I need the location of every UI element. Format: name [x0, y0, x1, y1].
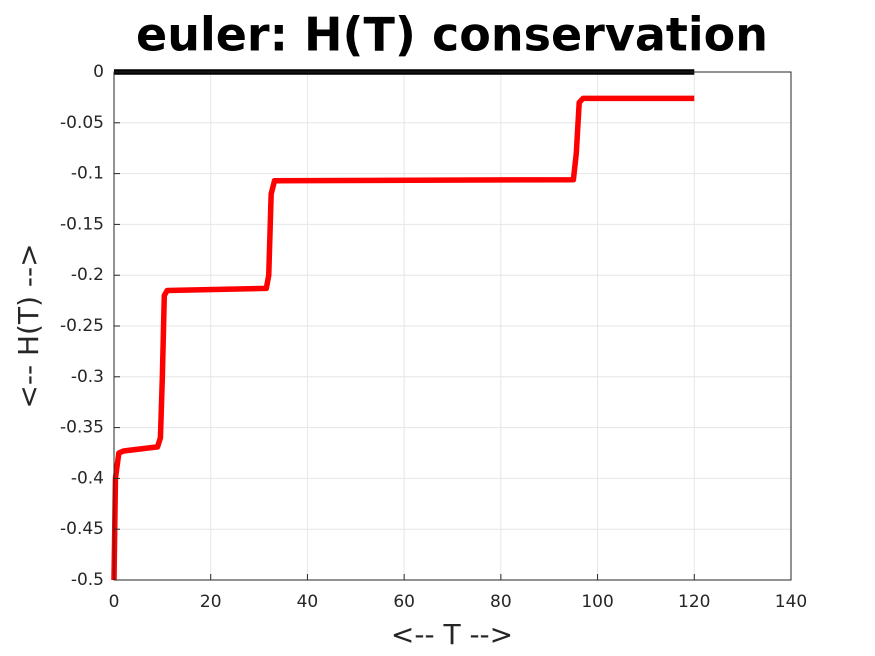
y-tick-label: 0: [93, 62, 104, 82]
y-tick-label: -0.1: [71, 164, 104, 184]
x-tick-label: 40: [297, 592, 319, 612]
x-tick-label: 0: [109, 592, 120, 612]
x-tick-label: 20: [200, 592, 222, 612]
y-tick-label: -0.2: [71, 265, 104, 285]
series-line: [111, 95, 695, 581]
y-tick-label: -0.45: [60, 519, 104, 539]
x-tick-label: 80: [490, 592, 512, 612]
chart-title: euler: H(T) conservation: [136, 8, 768, 62]
x-tick-label: 120: [678, 592, 710, 612]
y-tick-label: -0.5: [71, 570, 104, 590]
y-tick-label: -0.3: [71, 367, 104, 387]
x-axis-label: <-- T -->: [391, 618, 513, 651]
y-tick-label: -0.05: [60, 113, 104, 133]
y-tick-label: -0.4: [71, 468, 104, 488]
x-tick-label: 60: [393, 592, 415, 612]
x-tick-label: 140: [775, 592, 807, 612]
y-tick-label: -0.15: [60, 214, 104, 234]
y-axis-label: <-- H(T) -->: [12, 243, 45, 408]
x-tick-label: 100: [581, 592, 613, 612]
y-tick-label: -0.25: [60, 316, 104, 336]
y-tick-label: -0.35: [60, 418, 104, 438]
